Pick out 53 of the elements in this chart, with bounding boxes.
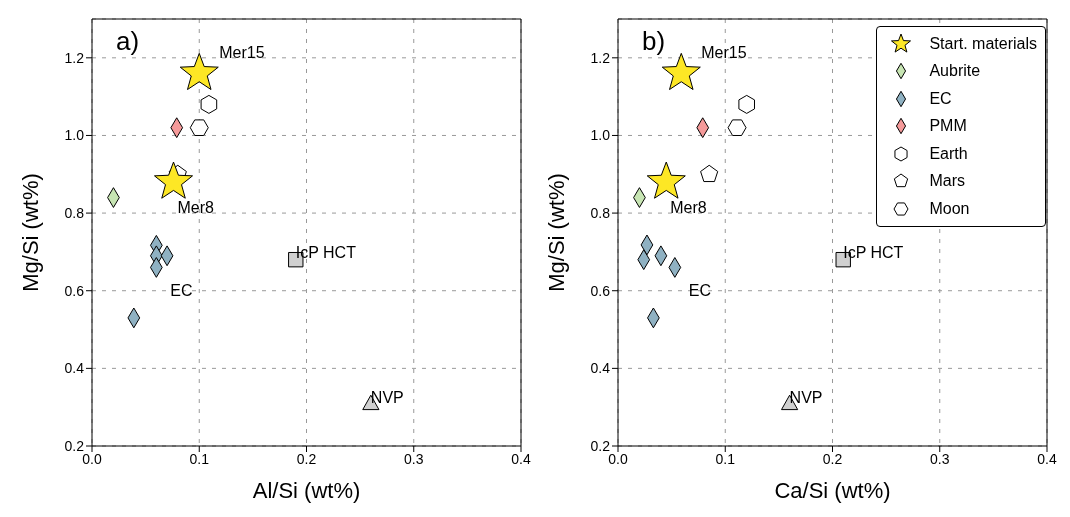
point <box>200 94 218 114</box>
point <box>179 52 219 91</box>
annotation: NVP <box>789 389 823 407</box>
point <box>189 119 209 136</box>
y-tick-label: 0.4 <box>64 360 85 377</box>
y-tick-label: 1.0 <box>590 127 611 144</box>
annotation: EC <box>688 282 712 300</box>
x-tick-label: 0.2 <box>822 450 843 467</box>
annotation: NVP <box>370 389 404 407</box>
annotation: Mer15 <box>219 44 265 62</box>
x-tick-label: 0.3 <box>404 450 424 467</box>
y-tick-label: 0.6 <box>64 282 85 299</box>
annotation: IcP HCT <box>843 243 904 261</box>
point <box>700 164 719 183</box>
legend-label: Mars <box>929 172 965 191</box>
point <box>153 161 194 199</box>
x-tick-label: 0.1 <box>189 450 210 467</box>
legend-label: PMM <box>929 117 967 136</box>
x-tick-label: 0.0 <box>82 450 102 467</box>
legend-label: Moon <box>929 199 970 218</box>
legend-label: Aubrite <box>929 62 981 81</box>
y-axis-title: Mg/Si (wt%) <box>543 173 569 292</box>
point <box>646 161 686 199</box>
x-tick-label: 0.3 <box>930 450 950 467</box>
y-tick-label: 0.8 <box>64 205 85 222</box>
y-tick-label: 1.2 <box>590 49 611 66</box>
point <box>738 94 755 114</box>
y-axis-title: Mg/Si (wt%) <box>17 173 43 292</box>
x-tick-label: 0.1 <box>715 450 736 467</box>
y-tick-label: 1.0 <box>64 127 85 144</box>
y-tick-label: 0.8 <box>590 205 611 222</box>
x-tick-label: 0.2 <box>296 450 317 467</box>
y-tick-label: 0.2 <box>590 437 611 454</box>
y-tick-label: 0.6 <box>590 282 611 299</box>
annotation: Mer15 <box>701 44 747 62</box>
point <box>727 119 747 136</box>
annotation: a) <box>116 26 140 57</box>
x-tick-label: 0.4 <box>511 450 531 467</box>
x-tick-label: 0.0 <box>608 450 628 467</box>
x-axis-title: Ca/Si (wt%) <box>774 478 891 503</box>
legend-label: Start. materials <box>929 34 1037 53</box>
annotation: EC <box>170 282 193 300</box>
y-tick-label: 1.2 <box>64 49 85 66</box>
y-tick-label: 0.2 <box>64 437 85 454</box>
x-tick-label: 0.4 <box>1037 450 1057 467</box>
annotation: IcP HCT <box>295 243 357 261</box>
legend-label: EC <box>929 89 952 108</box>
annotation: b) <box>642 26 666 57</box>
legend-label: Earth <box>929 144 968 163</box>
y-tick-label: 0.4 <box>590 360 611 377</box>
annotation: Mer8 <box>177 199 215 217</box>
x-axis-title: Al/Si (wt%) <box>252 478 361 503</box>
annotation: Mer8 <box>670 199 707 217</box>
